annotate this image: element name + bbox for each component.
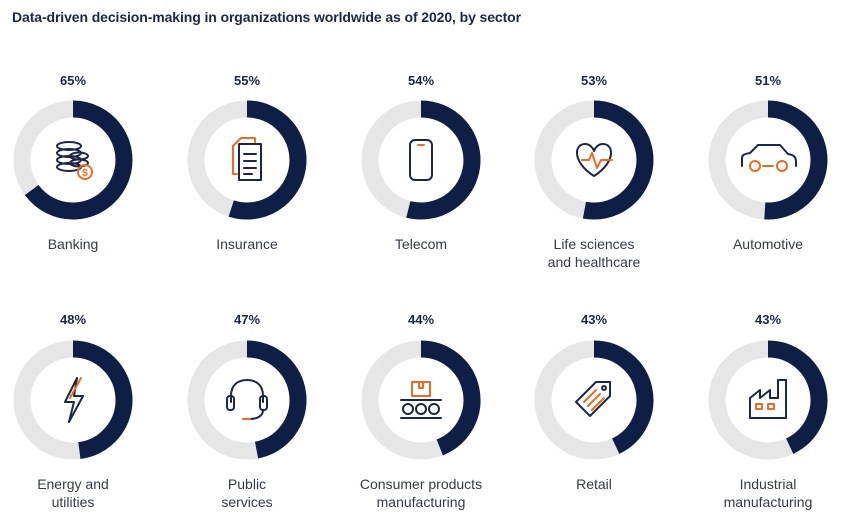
svg-text:$: $ bbox=[82, 168, 88, 179]
donut-value-arc bbox=[406, 100, 481, 220]
value-label: 51% bbox=[755, 73, 781, 88]
heartbeat-icon bbox=[576, 143, 613, 177]
lightning-icon bbox=[64, 377, 84, 423]
category-label: Life sciences and healthcare bbox=[548, 236, 641, 270]
donut-value-arc bbox=[593, 340, 654, 454]
category-label: Industrial manufacturing bbox=[724, 476, 813, 510]
donut-item: 43% Industrial manufacturing bbox=[708, 312, 828, 510]
donut-value-arc bbox=[228, 100, 307, 220]
documents-icon bbox=[232, 137, 262, 181]
headset-icon bbox=[226, 379, 268, 420]
category-label: Energy and utilities bbox=[37, 476, 109, 510]
donut-item: 53% Life sciences and healthcare bbox=[534, 73, 654, 270]
donut-item: $65% Banking bbox=[13, 73, 133, 252]
donut-value-arc bbox=[767, 340, 828, 454]
donut-value-arc bbox=[72, 340, 133, 460]
category-label: Consumer products manufacturing bbox=[360, 476, 482, 510]
donut-value-arc bbox=[582, 100, 654, 220]
value-label: 55% bbox=[234, 73, 260, 88]
donut-value-arc bbox=[24, 100, 133, 220]
value-label: 53% bbox=[581, 73, 607, 88]
donut-item: 44% Consumer products manufacturing bbox=[360, 312, 482, 510]
conveyor-icon bbox=[400, 381, 442, 419]
price-tag-icon bbox=[575, 381, 611, 417]
donut-item: 51% Automotive bbox=[708, 73, 828, 252]
donut-value-arc bbox=[420, 340, 481, 456]
category-label: Automotive bbox=[733, 236, 803, 252]
coins-icon: $ bbox=[56, 141, 93, 180]
value-label: 65% bbox=[60, 73, 86, 88]
donut-value-arc bbox=[764, 100, 828, 220]
category-label: Telecom bbox=[395, 236, 447, 252]
car-icon bbox=[741, 144, 797, 172]
donut-item: 48% Energy and utilities bbox=[13, 312, 133, 510]
donut-item: 43% Retail bbox=[534, 312, 654, 492]
value-label: 48% bbox=[60, 312, 86, 327]
category-label: Insurance bbox=[216, 236, 278, 252]
donut-item: 47% Public services bbox=[187, 312, 307, 510]
donut-item: 54% Telecom bbox=[361, 73, 481, 252]
value-label: 43% bbox=[755, 312, 781, 327]
factory-icon bbox=[749, 379, 787, 419]
phone-icon bbox=[409, 139, 433, 181]
value-label: 44% bbox=[408, 312, 434, 327]
category-label: Retail bbox=[576, 476, 612, 492]
value-label: 43% bbox=[581, 312, 607, 327]
donut-value-arc bbox=[246, 340, 307, 459]
chart-title: Data-driven decision-making in organizat… bbox=[12, 9, 521, 25]
category-label: Public services bbox=[221, 476, 272, 510]
value-label: 47% bbox=[234, 312, 260, 327]
category-label: Banking bbox=[48, 236, 99, 252]
donut-item: 55% Insurance bbox=[187, 73, 307, 252]
value-label: 54% bbox=[408, 73, 434, 88]
